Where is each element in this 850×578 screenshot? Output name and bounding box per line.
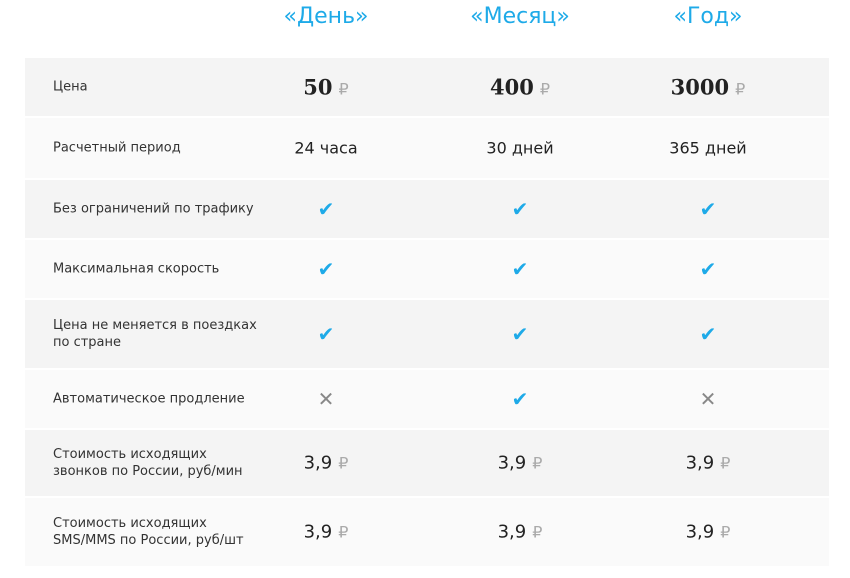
value-text: 3,9 <box>497 452 527 474</box>
cell-value: 3,9 ₽ <box>304 522 349 543</box>
ruble-sign: ₽ <box>720 522 731 542</box>
cell-value: 3,9 ₽ <box>498 522 543 543</box>
check-icon: ✔ <box>511 322 529 346</box>
check-icon: ✔ <box>511 257 529 281</box>
table-row: Без ограничений по трафику ✔ ✔ ✔ <box>25 180 829 240</box>
check-icon: ✔ <box>699 322 717 346</box>
cell-value: 365 дней <box>669 139 746 158</box>
cell-value: 3,9 ₽ <box>686 522 731 543</box>
table-row: Стоимость исходящих звонков по России, р… <box>25 430 829 498</box>
table-row: Максимальная скорость ✔ ✔ ✔ <box>25 240 829 300</box>
row-label: Без ограничений по трафику <box>53 201 254 217</box>
check-icon: ✔ <box>511 197 529 221</box>
cell-value: 3000 ₽ <box>671 75 746 100</box>
value-text: 3,9 <box>303 521 333 543</box>
cell-value: 30 дней <box>486 139 553 158</box>
plan-header-year: «Год» <box>673 4 743 29</box>
row-label: Цена <box>53 79 88 95</box>
row-label: Максимальная скорость <box>53 261 220 277</box>
value-text: 3,9 <box>685 452 715 474</box>
check-icon: ✔ <box>317 322 335 346</box>
cell-value: 400 ₽ <box>490 75 550 100</box>
ruble-sign: ₽ <box>338 453 349 473</box>
row-label: Стоимость исходящих звонков по России, р… <box>53 447 243 479</box>
value-text: 3,9 <box>303 452 333 474</box>
ruble-sign: ₽ <box>720 453 731 473</box>
plan-header-day: «День» <box>283 4 369 29</box>
check-icon: ✔ <box>317 197 335 221</box>
ruble-sign: ₽ <box>539 79 551 99</box>
check-icon: ✔ <box>511 387 529 411</box>
row-label: Расчетный период <box>53 140 181 156</box>
check-icon: ✔ <box>699 257 717 281</box>
value-text: 30 дней <box>486 138 554 158</box>
ruble-sign: ₽ <box>338 79 349 99</box>
check-icon: ✔ <box>317 257 335 281</box>
table-row: Цена 50 ₽400 ₽3000 ₽ <box>25 58 829 118</box>
row-label: Автоматическое продление <box>53 391 245 407</box>
ruble-sign: ₽ <box>532 453 543 473</box>
ruble-sign: ₽ <box>735 79 746 99</box>
cross-icon: ✕ <box>317 387 335 411</box>
cell-value: 3,9 ₽ <box>686 453 731 474</box>
cell-value: 24 часа <box>294 139 357 158</box>
row-label: Цена не меняется в поездках по стране <box>53 318 257 350</box>
table-row: Цена не меняется в поездках по стране ✔ ✔ ✔ <box>25 300 829 370</box>
value-text: 24 часа <box>294 138 358 158</box>
value-text: 3,9 <box>685 521 715 543</box>
value-text: 50 <box>303 74 333 100</box>
cell-value: 3,9 ₽ <box>304 453 349 474</box>
table-row: Автоматическое продление ✕ ✔ ✕ <box>25 370 829 430</box>
cell-value: 3,9 ₽ <box>498 453 543 474</box>
row-label: Стоимость исходящих SMS/MMS по России, р… <box>53 516 244 548</box>
value-text: 365 дней <box>669 138 747 158</box>
check-icon: ✔ <box>699 197 717 221</box>
value-text: 3000 <box>670 74 730 100</box>
cell-value: 50 ₽ <box>303 75 348 100</box>
cross-icon: ✕ <box>699 387 717 411</box>
table-row: Стоимость исходящих SMS/MMS по России, р… <box>25 498 829 568</box>
tariff-comparison-table: Цена 50 ₽400 ₽3000 ₽ Расчетный период 24 часа 3… <box>25 58 829 568</box>
value-text: 400 <box>489 74 534 100</box>
table-row: Расчетный период 24 часа 30 дней 365 дней <box>25 118 829 180</box>
plan-header-month: «Месяц» <box>470 4 570 29</box>
ruble-sign: ₽ <box>338 522 349 542</box>
value-text: 3,9 <box>497 521 527 543</box>
ruble-sign: ₽ <box>532 522 543 542</box>
